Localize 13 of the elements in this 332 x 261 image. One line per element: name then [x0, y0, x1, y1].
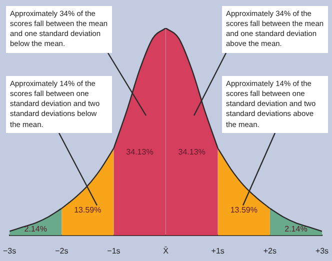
x-tick-label: −3s — [3, 246, 16, 256]
annotation: 13.59% — [74, 206, 102, 215]
x-tick-label: X̄ — [163, 246, 170, 256]
annotation: 13.59% — [230, 206, 258, 215]
annotation: 34.13% — [178, 148, 206, 157]
x-tick-label: +2s — [263, 246, 276, 256]
annotation: 2.14% — [24, 224, 47, 234]
annotation: 2.14% — [284, 224, 308, 234]
x-tick-label: −2s — [55, 246, 68, 256]
x-tick-label: +1s — [211, 246, 224, 256]
annotation: 34.13% — [126, 148, 154, 157]
x-tick-label: +3s — [315, 246, 329, 256]
x-tick-label: −1s — [107, 246, 120, 256]
